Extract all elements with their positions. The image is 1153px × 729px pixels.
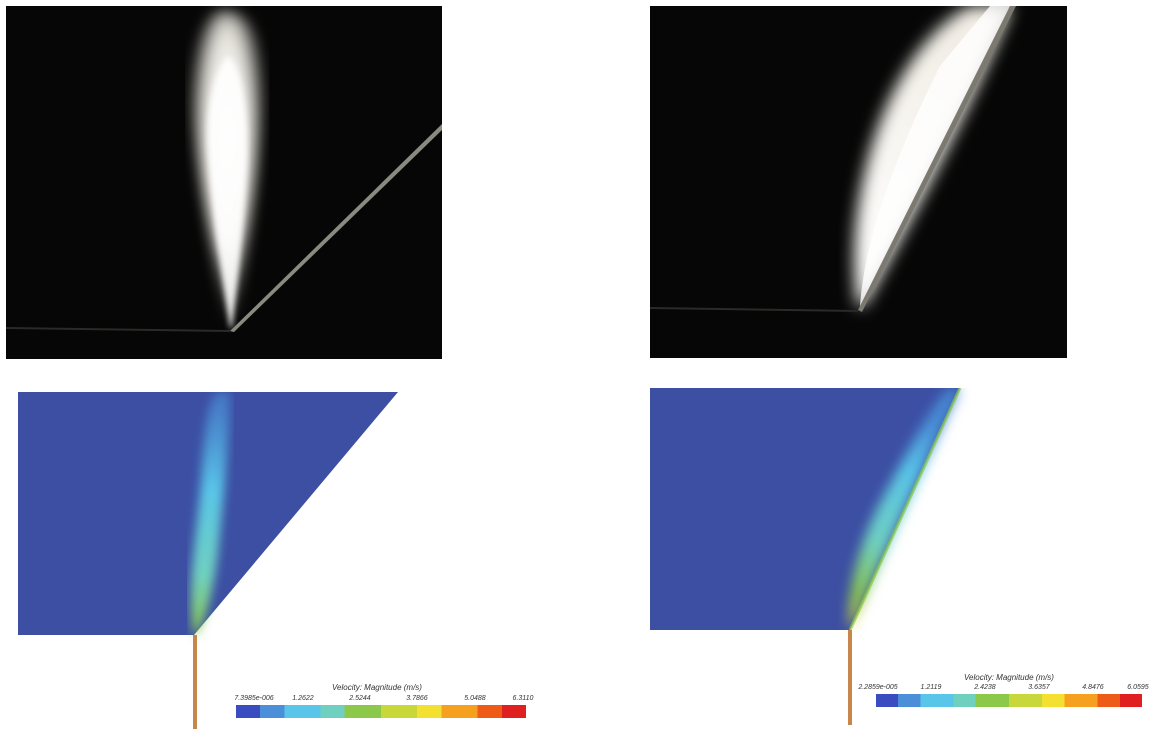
- simulation-left: [18, 392, 578, 729]
- domain-right: [650, 388, 960, 630]
- legend-tick-left-5: 6.3110: [512, 695, 534, 702]
- legend-tick-left-4: 5.0488: [464, 695, 486, 702]
- legend-tick-left-3: 3.7866: [406, 695, 428, 702]
- photo-right-image: [650, 6, 1067, 358]
- nozzle-left: [193, 635, 197, 729]
- legend-tick-right-2: 2.4238: [974, 684, 996, 691]
- legend-tick-right-5: 6.0595: [1127, 684, 1149, 691]
- inclined-wall-right: [858, 6, 1016, 312]
- legend-title-left: Velocity: Magnitude (m/s): [332, 683, 422, 692]
- legend-right: Velocity: Magnitude (m/s) 2.2859e-005 1.…: [840, 673, 1150, 713]
- photo-left-image: [6, 6, 442, 359]
- simulation-right: [650, 388, 1153, 725]
- velocity-jet-left: [191, 392, 230, 635]
- legend-tick-right-1: 1.2119: [920, 684, 942, 691]
- legend-tick-left-2: 2.5244: [349, 695, 371, 702]
- legend-title-right: Velocity: Magnitude (m/s): [964, 673, 1054, 682]
- inclined-wall-left: [230, 124, 442, 332]
- photo-right: [650, 6, 1067, 358]
- simulation-right-contour: [650, 388, 962, 725]
- legend-left: Velocity: Magnitude (m/s) 7.3985e-006 1.…: [190, 683, 550, 723]
- photo-left: [6, 6, 442, 359]
- nozzle-right: [848, 630, 852, 725]
- legend-tick-right-0: 2.2859e-005: [858, 684, 898, 691]
- colorbar-right: [876, 694, 1142, 707]
- simulation-left-contour: [18, 392, 398, 729]
- legend-tick-right-3: 3.6357: [1028, 684, 1050, 691]
- legend-tick-right-4: 4.8476: [1082, 684, 1104, 691]
- legend-tick-left-0: 7.3985e-006: [234, 695, 274, 702]
- legend-tick-left-1: 1.2622: [292, 695, 314, 702]
- colorbar-left: [236, 705, 526, 718]
